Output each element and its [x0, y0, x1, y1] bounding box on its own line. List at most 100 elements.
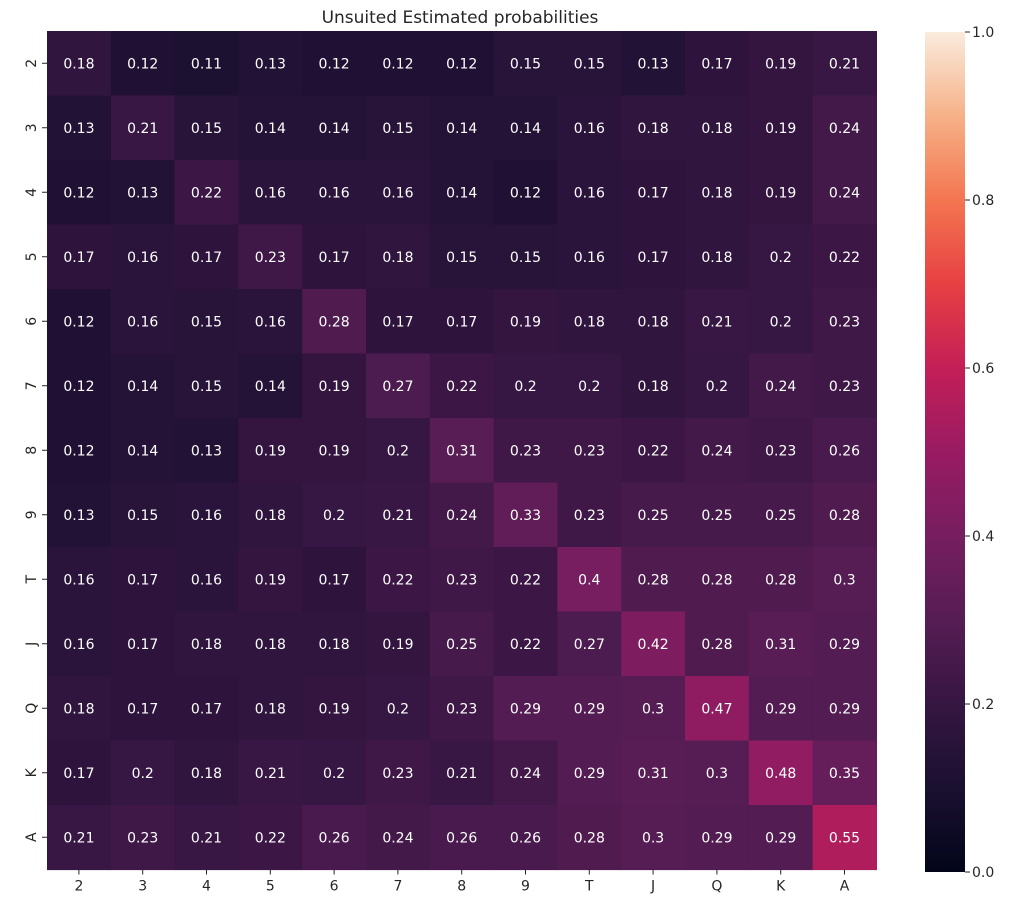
heatmap-cell	[493, 224, 558, 290]
heatmap-cell	[429, 31, 495, 97]
heatmap-cell	[685, 482, 750, 548]
heatmap-cell	[621, 31, 686, 97]
heatmap-cell	[493, 289, 558, 355]
heatmap-cell	[174, 31, 239, 97]
heatmap-cell	[557, 805, 622, 871]
cell-annotation: 0.19	[319, 379, 350, 395]
cell-annotation: 0.17	[319, 250, 350, 266]
cell-annotation: 0.17	[127, 701, 158, 717]
heatmap-cell	[302, 353, 367, 419]
cell-annotation: 0.16	[191, 508, 222, 524]
heatmap-cell	[174, 353, 239, 419]
heatmap-cell	[557, 418, 622, 484]
cell-annotation: 0.25	[638, 508, 669, 524]
heatmap-cell	[685, 547, 750, 613]
heatmap-cell	[621, 95, 686, 161]
heatmap-cell	[493, 611, 558, 677]
x-tick-label: 9	[521, 879, 530, 895]
x-tick-label: K	[776, 879, 786, 895]
heatmap-cell	[302, 482, 367, 548]
cell-annotation: 0.24	[382, 830, 413, 846]
heatmap-cell	[812, 805, 877, 871]
cell-annotation: 0.2	[323, 766, 345, 782]
cell-annotation: 0.15	[510, 56, 541, 72]
cell-annotation: 0.21	[701, 314, 732, 330]
cell-annotation: 0.21	[446, 766, 477, 782]
heatmap-cell	[493, 353, 558, 419]
heatmap-cell	[748, 224, 814, 290]
heatmap-cell	[493, 482, 558, 548]
y-axis: 2 3 4 5 6 7 8 9 T J Q K A	[24, 59, 47, 842]
heatmap-cell	[557, 353, 622, 419]
cell-annotation: 0.47	[701, 701, 732, 717]
cell-annotation: 0.16	[255, 185, 286, 201]
cell-annotation: 0.12	[382, 56, 413, 72]
heatmap-cell	[47, 676, 112, 742]
heatmap-cell	[557, 482, 622, 548]
cell-annotation: 0.23	[574, 443, 605, 459]
cell-annotation: 0.3	[833, 572, 855, 588]
cell-annotation: 0.19	[382, 637, 413, 653]
cell-annotation: 0.19	[319, 701, 350, 717]
y-tick-label: 2	[24, 59, 40, 68]
cell-annotation: 0.14	[446, 185, 477, 201]
heatmap-cell	[493, 676, 558, 742]
cell-annotation: 0.17	[191, 701, 222, 717]
y-tick-label: 3	[24, 123, 40, 132]
heatmap-cell	[685, 740, 750, 806]
heatmap-cell	[621, 740, 686, 806]
heatmap-cell	[174, 676, 239, 742]
heatmap-cell	[557, 676, 622, 742]
cell-annotation: 0.15	[127, 508, 158, 524]
x-tick-label: 5	[266, 879, 275, 895]
y-tick-label: 4	[24, 188, 40, 197]
cell-annotation: 0.29	[510, 701, 541, 717]
cell-annotation: 0.23	[510, 443, 541, 459]
heatmap-cell	[429, 160, 495, 226]
heatmap-cell	[557, 611, 622, 677]
heatmap-cell	[110, 160, 176, 226]
heatmap-cell	[302, 224, 367, 290]
heatmap-cell	[621, 482, 686, 548]
heatmap-cell	[238, 95, 303, 161]
heatmap-cell	[174, 482, 239, 548]
heatmap-cell	[493, 160, 558, 226]
cell-annotation: 0.14	[127, 379, 158, 395]
heatmap-cell	[429, 740, 495, 806]
heatmap-cell	[302, 676, 367, 742]
heatmap-cell	[302, 160, 367, 226]
cell-annotation: 0.17	[127, 637, 158, 653]
cell-annotation: 0.18	[191, 766, 222, 782]
heatmap-cell	[685, 676, 750, 742]
cell-annotation: 0.21	[63, 830, 94, 846]
cell-annotation: 0.23	[829, 314, 860, 330]
cell-annotation: 0.2	[387, 443, 409, 459]
heatmap-cell	[174, 160, 239, 226]
x-axis: 2 3 4 5 6 7 8 9 T J Q K A	[74, 869, 850, 895]
x-tick-label: 4	[202, 879, 211, 895]
cell-annotation: 0.15	[510, 250, 541, 266]
cell-annotation: 0.31	[446, 443, 477, 459]
heatmap-cell	[621, 289, 686, 355]
heatmap-cell	[47, 482, 112, 548]
colorbar: 0.0 0.2 0.4 0.6 0.8 1.0	[925, 25, 994, 881]
heatmap-cell	[812, 224, 877, 290]
heatmap-cell	[302, 31, 367, 97]
heatmap-cell	[110, 547, 176, 613]
heatmap-cell	[47, 353, 112, 419]
cell-annotation: 0.14	[510, 121, 541, 137]
cell-annotation: 0.16	[382, 185, 413, 201]
heatmap-cell	[621, 224, 686, 290]
cell-annotation: 0.28	[829, 508, 860, 524]
cell-annotation: 0.19	[765, 121, 796, 137]
heatmap-cell	[110, 95, 176, 161]
heatmap-cell	[748, 418, 814, 484]
heatmap-cell	[302, 418, 367, 484]
heatmap-cell	[621, 547, 686, 613]
cell-annotation: 0.22	[638, 443, 669, 459]
heatmap-cell	[748, 740, 814, 806]
heatmap-cell	[621, 611, 686, 677]
heatmap-cell	[366, 95, 431, 161]
cell-annotation: 0.22	[510, 572, 541, 588]
cell-annotation: 0.17	[63, 250, 94, 266]
